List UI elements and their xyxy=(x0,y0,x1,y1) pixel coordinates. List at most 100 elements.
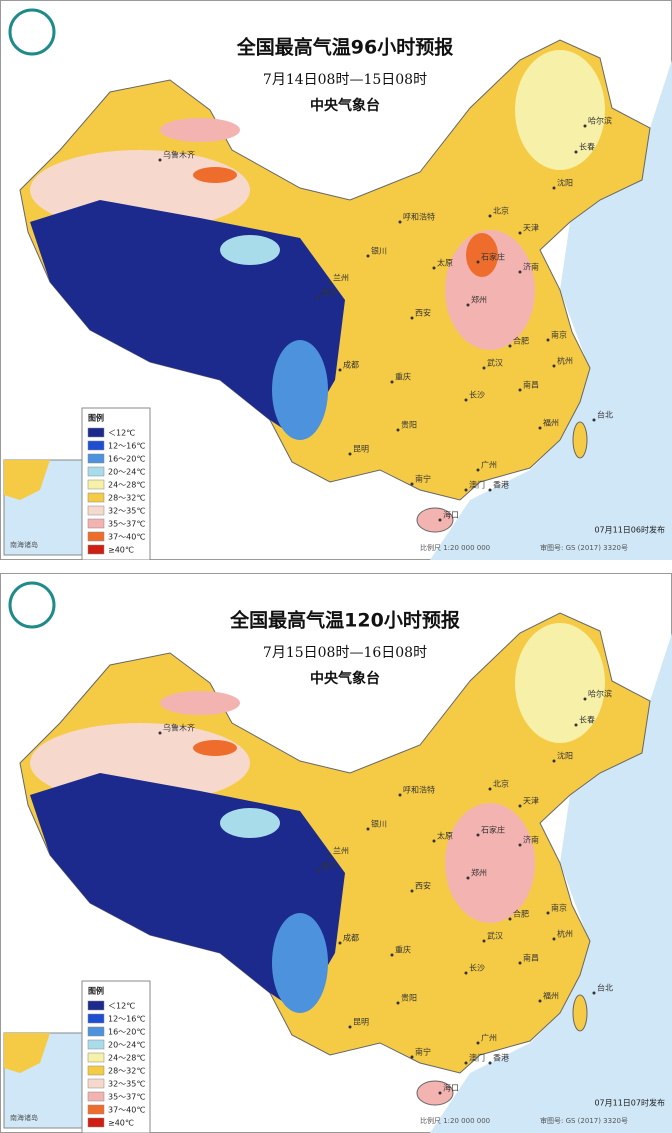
city-label: 沈阳 xyxy=(557,751,573,761)
map-panel: 全国最高气温96小时预报 7月14日08时—15日08时中央气象台乌鲁木齐呼和浩特… xyxy=(0,0,672,560)
city-label: 武汉 xyxy=(487,358,503,368)
cold-area xyxy=(220,808,280,838)
city-dot xyxy=(488,1061,492,1065)
city-label: 重庆 xyxy=(395,372,411,382)
inset-land xyxy=(4,1033,50,1073)
city-label: 沈阳 xyxy=(557,178,573,188)
taiwan xyxy=(572,994,588,1032)
city-label: 天津 xyxy=(523,223,539,233)
city-label: 南宁 xyxy=(415,1047,431,1057)
title: 全国最高气温120小时预报 xyxy=(229,609,460,632)
legend-swatch xyxy=(87,453,105,464)
city-dot xyxy=(464,1061,468,1065)
city-dot xyxy=(366,827,370,831)
city-label: 太原 xyxy=(437,258,453,268)
legend-swatch xyxy=(87,544,105,555)
city-dot xyxy=(390,953,394,957)
legend-label: 35～37℃ xyxy=(108,520,145,529)
city-label: 银川 xyxy=(371,246,387,256)
city-label: 长春 xyxy=(579,142,595,152)
city-dot xyxy=(396,428,400,432)
city-dot xyxy=(432,839,436,843)
inset-label: 南海诸岛 xyxy=(10,540,38,549)
city-label: 福州 xyxy=(543,992,559,1001)
city-label: 南昌 xyxy=(523,380,539,390)
legend-swatch xyxy=(87,1026,105,1037)
city-label: 合肥 xyxy=(513,909,529,919)
city-dot xyxy=(518,231,522,235)
city-label: 石家庄 xyxy=(481,252,505,262)
legend-swatch xyxy=(87,518,105,529)
city-label: 济南 xyxy=(523,835,539,845)
legend-label: ＜12℃ xyxy=(108,1002,135,1011)
city-label: 北京 xyxy=(493,779,509,789)
city-dot xyxy=(398,220,402,224)
legend-label: 28～32℃ xyxy=(108,1067,145,1076)
scale: 比例尺 1:20 000 000 xyxy=(420,543,490,552)
city-dot xyxy=(518,804,522,808)
city-dot xyxy=(538,999,542,1003)
legend-label: 37～40℃ xyxy=(108,533,145,542)
issuer: 中央气象台 xyxy=(310,97,380,114)
legend-swatch xyxy=(87,1078,105,1089)
city-label: 长春 xyxy=(579,715,595,725)
legend-label: ≥40℃ xyxy=(108,1119,134,1128)
city-label: 海口 xyxy=(443,510,459,520)
legend-label: 12～16℃ xyxy=(108,1015,145,1024)
legend-label: ≥40℃ xyxy=(108,546,134,555)
legend-label: 32～35℃ xyxy=(108,1080,145,1089)
city-label: 澳门 xyxy=(469,480,485,490)
city-dot xyxy=(574,150,578,154)
legend-swatch xyxy=(87,427,105,438)
city-dot xyxy=(338,368,342,372)
city-dot xyxy=(488,214,492,218)
warm-area xyxy=(515,50,605,170)
city-label: 长沙 xyxy=(469,963,485,973)
city-dot xyxy=(552,364,556,368)
city-label: 南京 xyxy=(551,903,567,913)
city-dot xyxy=(328,854,332,858)
city-dot xyxy=(482,939,486,943)
city-label: 成都 xyxy=(343,933,359,943)
cold-area xyxy=(272,913,328,1013)
city-label: 昆明 xyxy=(353,1018,369,1027)
city-dot xyxy=(464,488,468,492)
city-label: 南昌 xyxy=(523,953,539,963)
city-dot xyxy=(464,971,468,975)
city-dot xyxy=(396,1001,400,1005)
legend-swatch xyxy=(87,440,105,451)
city-label: 昆明 xyxy=(353,445,369,454)
city-label: 广州 xyxy=(481,1033,497,1043)
legend-label: 24～28℃ xyxy=(108,481,145,490)
city-dot xyxy=(338,941,342,945)
city-label: 贵阳 xyxy=(401,420,417,430)
city-label: 天津 xyxy=(523,796,539,806)
city-dot xyxy=(410,316,414,320)
city-dot xyxy=(432,266,436,270)
city-label: 贵阳 xyxy=(401,993,417,1003)
title: 全国最高气温96小时预报 xyxy=(236,36,453,59)
legend-title: 图例 xyxy=(88,986,104,996)
city-label: 澳门 xyxy=(469,1053,485,1063)
issuer: 中央气象台 xyxy=(310,670,380,687)
period: 7月15日08时—16日08时 xyxy=(263,645,427,661)
city-dot xyxy=(158,731,162,735)
city-dot xyxy=(476,468,480,472)
legend-label: 16～20℃ xyxy=(108,1028,145,1037)
city-dot xyxy=(574,723,578,727)
city-dot xyxy=(476,833,480,837)
legend-label: 24～28℃ xyxy=(108,1054,145,1063)
legend-swatch xyxy=(87,1039,105,1050)
city-dot xyxy=(518,961,522,965)
legend-swatch xyxy=(87,1052,105,1063)
legend-swatch xyxy=(87,466,105,477)
city-dot xyxy=(366,254,370,258)
city-label: 郑州 xyxy=(471,295,487,305)
city-dot xyxy=(518,843,522,847)
city-dot xyxy=(438,1091,442,1095)
city-dot xyxy=(410,1055,414,1059)
legend-swatch xyxy=(87,1065,105,1076)
city-label: 西安 xyxy=(415,308,431,318)
city-dot xyxy=(552,937,556,941)
